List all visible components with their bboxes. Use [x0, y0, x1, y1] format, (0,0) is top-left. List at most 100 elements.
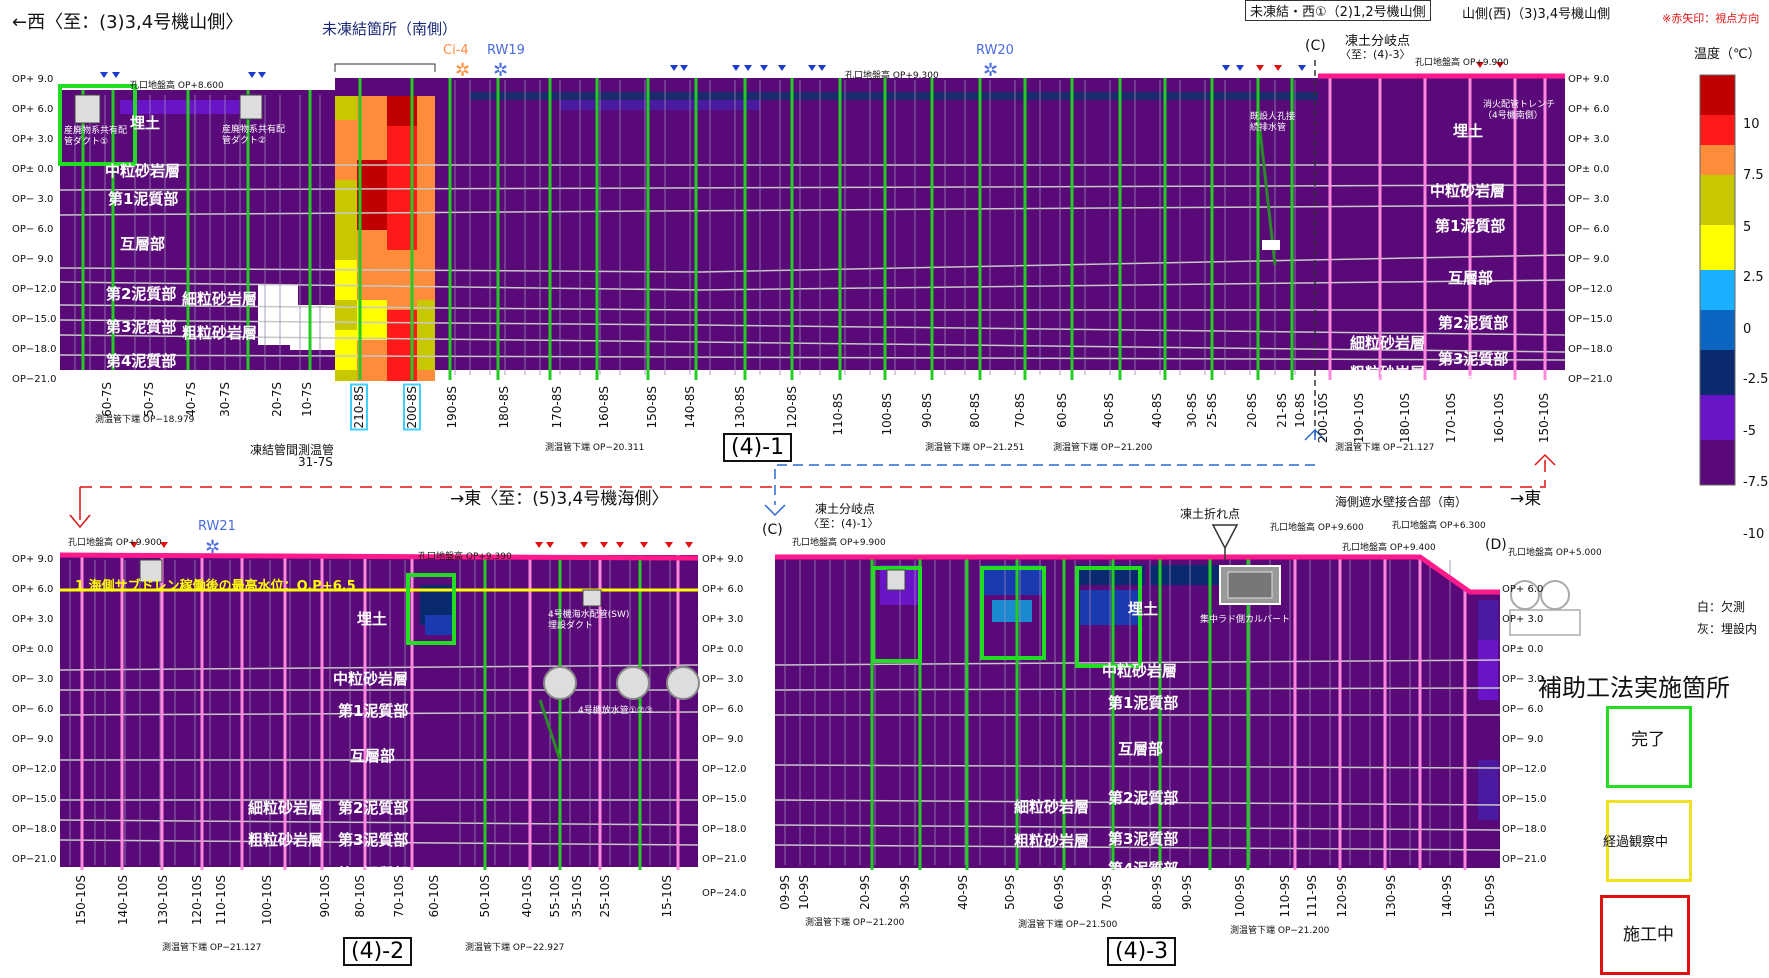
bore-label: 120-8S [785, 386, 799, 429]
bore-label: 100-10S [260, 875, 274, 926]
layer-label-4: 第3泥質部 [106, 318, 177, 336]
panel-label-4-3: (4)-3 [1107, 937, 1177, 966]
op-label: OP+ 6.0 [12, 584, 54, 595]
bore-label: 190-8S [445, 386, 459, 429]
op-label: OP−12.0 [12, 764, 57, 775]
panel-label-4-2: (4)-2 [343, 937, 413, 966]
panel-label-4-1: (4)-1 [723, 433, 793, 462]
layer-br-2: 互層部 [1118, 740, 1164, 758]
ground-elev-left: 孔口地盤高 OP+8.600 [130, 81, 224, 91]
ci4-label: Ci-4 [443, 43, 469, 58]
layer-label-3: 第2泥質部 [106, 285, 177, 303]
bottom-note: 測温管下端 OP−21.200 [1230, 926, 1330, 936]
svg-text:✲: ✲ [983, 60, 998, 81]
svg-text:✲: ✲ [493, 60, 508, 81]
bottom-note: 測温管下端 OP−20.311 [545, 443, 645, 453]
op-label: OP−21.0 [702, 854, 747, 865]
point-c-top: (C) [1305, 38, 1326, 54]
op-label: OP− 3.0 [702, 674, 744, 685]
bore-label: 50-9S [1003, 875, 1017, 910]
bore-label: 10-9S [797, 875, 811, 910]
seawall-label: 海側遮水壁接合部（南） [1335, 495, 1468, 509]
layer-bl-extra-1: 粗粒砂岩層 [248, 831, 324, 849]
layer-label-0: 中粒砂岩層 [105, 162, 181, 180]
layer-extra-r1: 粗粒砂岩層 [1350, 364, 1426, 382]
aux-method-title: 補助工法実施箇所 [1538, 674, 1730, 702]
legend-tick: -2.5 [1743, 372, 1769, 387]
bore-label: 20-9S [858, 875, 872, 910]
bore-label: 130-9S [1384, 875, 1398, 918]
layer-bl-5: 第4泥質部 [338, 865, 409, 883]
bore-label: 60-10S [427, 875, 441, 918]
legend-tick: -10 [1743, 527, 1765, 542]
bore-label: 140-8S [683, 386, 697, 429]
op-label: OP− 6.0 [702, 704, 744, 715]
bore-label: 90-8S [920, 393, 934, 428]
op-label: OP−18.0 [1568, 344, 1613, 355]
bore-label: 90-9S [1180, 875, 1194, 910]
layer-bl-1: 第1泥質部 [338, 702, 409, 720]
bore-label: 50-10S [478, 875, 492, 918]
bore-label: 70-8S [1013, 393, 1027, 428]
rw19-label: RW19 [487, 43, 525, 58]
layer-label-1: 第1泥質部 [108, 190, 179, 208]
op-label: OP− 9.0 [1568, 254, 1610, 265]
layer-label-r1: 第1泥質部 [1435, 217, 1506, 235]
fill-label-right: 埋土 [1453, 122, 1484, 140]
branch-label-bottom: 凍土分岐点 [815, 502, 876, 516]
layer-bl-3: 第2泥質部 [338, 799, 409, 817]
status-done-label: 完了 [1631, 730, 1665, 750]
op-label: OP− 9.0 [1502, 734, 1544, 745]
ground-elev-br3: 孔口地盤高 OP+9.400 [1342, 543, 1436, 553]
legend-tick: 5 [1743, 220, 1752, 235]
op-label: OP− 3.0 [12, 674, 54, 685]
ground-elev-mid: 孔口地盤高 OP+9.300 [845, 71, 939, 81]
bottom-note: 測温管下端 OP−21.200 [805, 918, 905, 928]
op-label: OP−18.0 [12, 344, 57, 355]
op-label: OP−21.0 [12, 374, 57, 385]
bore-label: 70-9S [1100, 875, 1114, 910]
legend-tick: -7.5 [1743, 475, 1769, 490]
bore-label: 10-7S [300, 382, 314, 417]
branch-label-top: 凍土分岐点 [1345, 34, 1411, 49]
bottom-note: 31-7S [298, 455, 333, 469]
svg-text:✲: ✲ [205, 537, 220, 558]
bottom-note: 測温管下端 OP−22.927 [465, 943, 565, 953]
bore-label: 120-9S [1335, 875, 1349, 918]
op-label: OP− 3.0 [1568, 194, 1610, 205]
ground-elev-br4: 孔口地盤高 OP+6.300 [1392, 521, 1486, 531]
status-observing-box: 経過観察中 [1603, 800, 1692, 882]
culvert-label: 既設人孔接続排水管 [1250, 112, 1296, 133]
bore-label: 30-8S [1185, 393, 1199, 428]
bottom-note: 測温管下端 OP−21.500 [1018, 920, 1118, 930]
culvert-label-br: 集中ラド側カルバート [1200, 615, 1291, 625]
op-label: OP+ 9.0 [12, 74, 54, 85]
layer-label-r2: 互層部 [1448, 269, 1494, 287]
layer-extra-1: 粗粒砂岩層 [182, 324, 258, 342]
op-label: OP− 6.0 [1502, 704, 1544, 715]
bore-label: 80-10S [353, 875, 367, 918]
bore-label: 100-9S [1233, 875, 1247, 918]
bore-label: 60-9S [1052, 875, 1066, 910]
unfrozen-area-label: 未凍結箇所（南側） [322, 20, 458, 38]
trench-label: 消火配管トレンチ（4号機南側） [1483, 100, 1556, 121]
bore-label-unfrozen: 200-8S [403, 384, 421, 431]
bore-label: 09-9S [778, 875, 792, 910]
layer-br-0: 中粒砂岩層 [1102, 662, 1178, 680]
op-label: OP−15.0 [12, 794, 57, 805]
header-note-2: 山側(西)（3)3,4号機山側 [1462, 7, 1611, 22]
bore-label: 40-10S [520, 875, 534, 918]
op-label: OP− 9.0 [702, 734, 744, 745]
op-label: OP+ 6.0 [1568, 104, 1610, 115]
op-label: OP− 3.0 [12, 194, 54, 205]
point-d: (D) [1485, 537, 1507, 553]
bore-label: 90-10S [318, 875, 332, 918]
water-level-note: 1 海側サブドレン稼働後の最高水位：O.P+6.5 [75, 579, 356, 594]
ground-elev-br2: 孔口地盤高 OP+9.600 [1270, 523, 1364, 533]
bottom-note: 測温管下端 OP−21.251 [925, 443, 1025, 453]
bore-label: 70-10S [392, 875, 406, 918]
fill-label-br: 埋土 [1128, 600, 1159, 618]
fill-label-bl: 埋土 [357, 610, 388, 628]
bore-label: 130-10S [156, 875, 170, 926]
